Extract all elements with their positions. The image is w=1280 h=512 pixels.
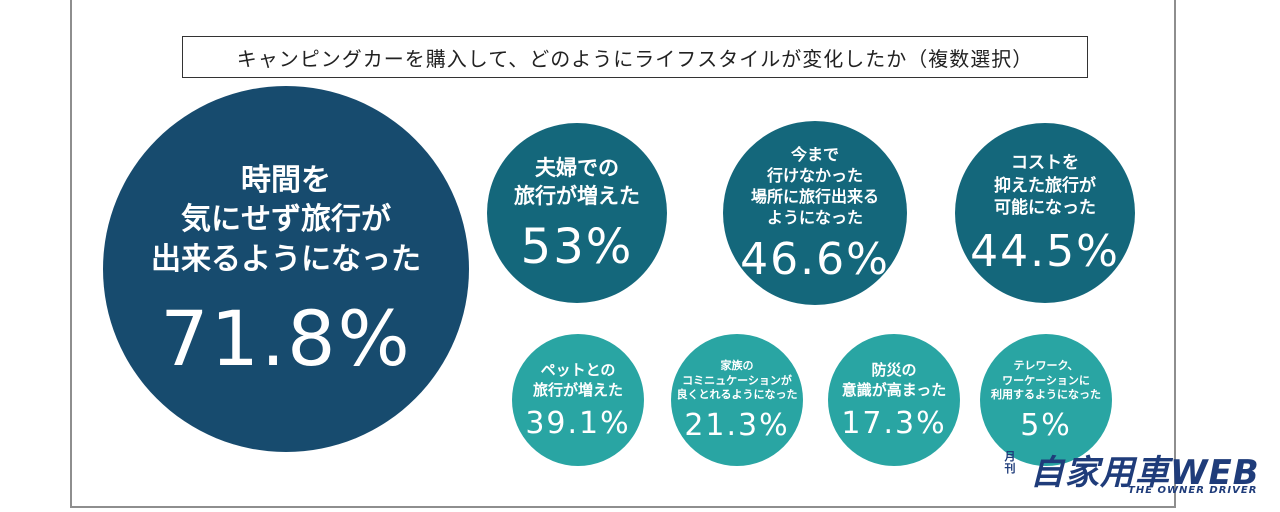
bubble-label: 時間を 気にせず旅行が 出来るようになった [151, 162, 421, 277]
bubble-value: 21.3% [684, 407, 790, 443]
logo-kicker: 月刊 [1004, 450, 1016, 475]
bubble-label: 今まで 行けなかった 場所に旅行出来る ようになった [750, 144, 879, 228]
site-logo[interactable]: 月刊 自家用車WEB THE OWNER DRIVER [1000, 445, 1260, 503]
bubble-4: コストを 抑えた旅行が 可能になった 44.5% [955, 123, 1135, 303]
bubble-3: 今まで 行けなかった 場所に旅行出来る ようになった 46.6% [723, 121, 907, 305]
bubble-label: テレワーク、 ワーケーションに 利用するようになった [991, 359, 1101, 402]
bubble-5: ペットとの 旅行が増えた 39.1% [512, 334, 644, 466]
logo-text: 自家用車WEB [1030, 453, 1260, 493]
bubble-2: 夫婦での 旅行が増えた 53% [487, 123, 667, 303]
bubble-6: 家族の コミニュケーションが 良くとれるようになった 21.3% [671, 334, 803, 466]
bubble-label: コストを 抑えた旅行が 可能になった [994, 153, 1096, 219]
chart-title: キャンピングカーを購入して、どのようにライフスタイルが変化したか（複数選択） [182, 36, 1088, 78]
bubble-value: 53% [520, 218, 634, 275]
bubble-label: 防災の 意識が高まった [841, 361, 947, 399]
bubble-label: 家族の コミニュケーションが 良くとれるようになった [676, 359, 798, 402]
bubble-value: 46.6% [740, 234, 890, 286]
bubble-value: 17.3% [841, 405, 947, 441]
bubble-value: 44.5% [970, 225, 1120, 277]
bubble-value: 5% [1020, 407, 1072, 443]
bubble-value: 39.1% [525, 405, 631, 441]
bubble-label: 夫婦での 旅行が増えた [514, 156, 640, 208]
bubble-value: 71.8% [160, 294, 412, 384]
bubble-1: 時間を 気にせず旅行が 出来るようになった 71.8% [103, 86, 469, 452]
logo-tagline: THE OWNER DRIVER [1128, 485, 1258, 496]
bubble-label: ペットとの 旅行が増えた [532, 361, 623, 399]
bubble-7: 防災の 意識が高まった 17.3% [828, 334, 960, 466]
bubble-8: テレワーク、 ワーケーションに 利用するようになった 5% [980, 334, 1112, 466]
